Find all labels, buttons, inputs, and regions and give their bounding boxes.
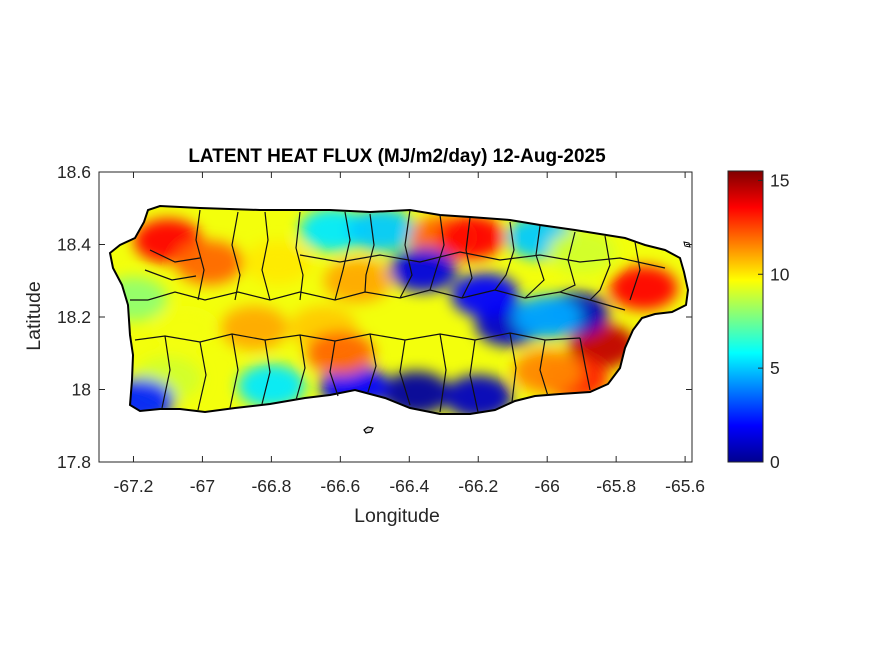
municipal-boundary <box>295 211 304 301</box>
y-tick-label: 17.8 <box>57 452 91 472</box>
municipal-boundary <box>231 211 241 301</box>
municipal-boundary <box>364 213 375 293</box>
colorbar-tick-label: 5 <box>770 358 780 378</box>
municipal-boundary <box>261 339 271 405</box>
x-axis-label: Longitude <box>354 505 440 527</box>
municipal-boundary <box>144 269 197 281</box>
municipal-boundary <box>494 221 515 291</box>
x-tick-label: -65.6 <box>665 476 705 496</box>
y-axis-label: Latitude <box>23 281 45 350</box>
x-tick-label: -65.8 <box>596 476 636 496</box>
field-sample <box>306 331 375 376</box>
municipal-boundary <box>299 251 666 269</box>
municipal-boundary <box>295 334 306 401</box>
colorbar-ticks: 0 5 10 15 <box>758 170 790 472</box>
x-tick-label: -67 <box>190 476 215 496</box>
x-tick-label: -66.8 <box>251 476 291 496</box>
y-tick-label: 18 <box>72 380 91 400</box>
municipal-boundary <box>147 289 626 311</box>
field-sample <box>389 247 458 292</box>
municipal-boundary <box>334 211 351 301</box>
y-tick-label: 18.2 <box>57 307 91 327</box>
x-axis-ticks: -67.2 -67 -66.8 -66.6 -66.4 -66.2 -66 -65.8 -65.… <box>114 172 705 496</box>
municipal-boundary <box>399 339 411 406</box>
x-tick-label: -66.4 <box>389 476 429 496</box>
plot-area: -67.2 -67 -66.8 -66.6 -66.4 -66.2 -66 -65.8 -65.… <box>57 162 705 496</box>
y-axis-ticks: 17.8 18 18.2 18.4 18.6 <box>57 162 692 472</box>
municipal-boundary <box>461 217 473 299</box>
x-tick-label: -66.6 <box>320 476 360 496</box>
chart-title: LATENT HEAT FLUX (MJ/m2/day) 12-Aug-2025 <box>188 146 606 167</box>
field-sample <box>547 229 616 274</box>
municipal-boundaries <box>130 209 666 413</box>
municipal-boundary <box>539 339 549 397</box>
x-tick-label: -67.2 <box>114 476 154 496</box>
municipal-boundary <box>509 332 517 403</box>
field-sample <box>299 208 368 252</box>
colorbar-tick-label: 10 <box>770 264 790 284</box>
municipal-boundary <box>579 337 591 391</box>
field-sample <box>444 374 513 414</box>
municipal-boundary <box>149 249 201 263</box>
municipal-boundary <box>134 332 581 343</box>
municipal-boundary <box>329 340 339 397</box>
field-sample <box>609 266 678 310</box>
x-tick-label: -66 <box>535 476 560 496</box>
municipal-boundary <box>261 211 271 301</box>
colorbar-tick-label: 15 <box>770 170 789 190</box>
field-sample <box>513 349 582 394</box>
field-sample <box>568 324 637 368</box>
field-sample <box>244 240 313 285</box>
municipal-boundary <box>439 333 447 413</box>
island-coastline <box>108 204 690 415</box>
field-sample <box>323 258 392 303</box>
colorbar-tick-label: 0 <box>770 452 780 472</box>
municipal-boundary <box>559 231 576 293</box>
y-tick-label: 18.4 <box>57 235 91 255</box>
islet <box>363 426 374 434</box>
municipal-boundary <box>195 209 205 301</box>
municipal-boundary <box>629 241 641 301</box>
field-sample <box>513 295 582 339</box>
east-islet <box>683 241 691 248</box>
colorbar-gradient <box>727 170 764 463</box>
field-sample <box>437 215 506 260</box>
field-sample <box>451 273 520 318</box>
municipal-boundary <box>197 341 207 411</box>
municipal-boundary <box>161 335 171 409</box>
field-sample <box>175 240 244 285</box>
municipal-boundary <box>367 333 377 393</box>
municipal-boundary <box>524 225 545 299</box>
field-sample <box>237 363 306 408</box>
field-sample <box>151 305 220 350</box>
x-tick-label: -66.2 <box>458 476 498 496</box>
municipal-boundary <box>229 333 239 409</box>
field-sample <box>220 305 289 350</box>
field-sample <box>347 208 416 252</box>
y-tick-label: 18.6 <box>57 162 91 182</box>
colorbar: 0 5 10 15 <box>727 170 790 472</box>
municipal-boundary <box>469 339 479 413</box>
municipal-boundary <box>589 235 611 301</box>
